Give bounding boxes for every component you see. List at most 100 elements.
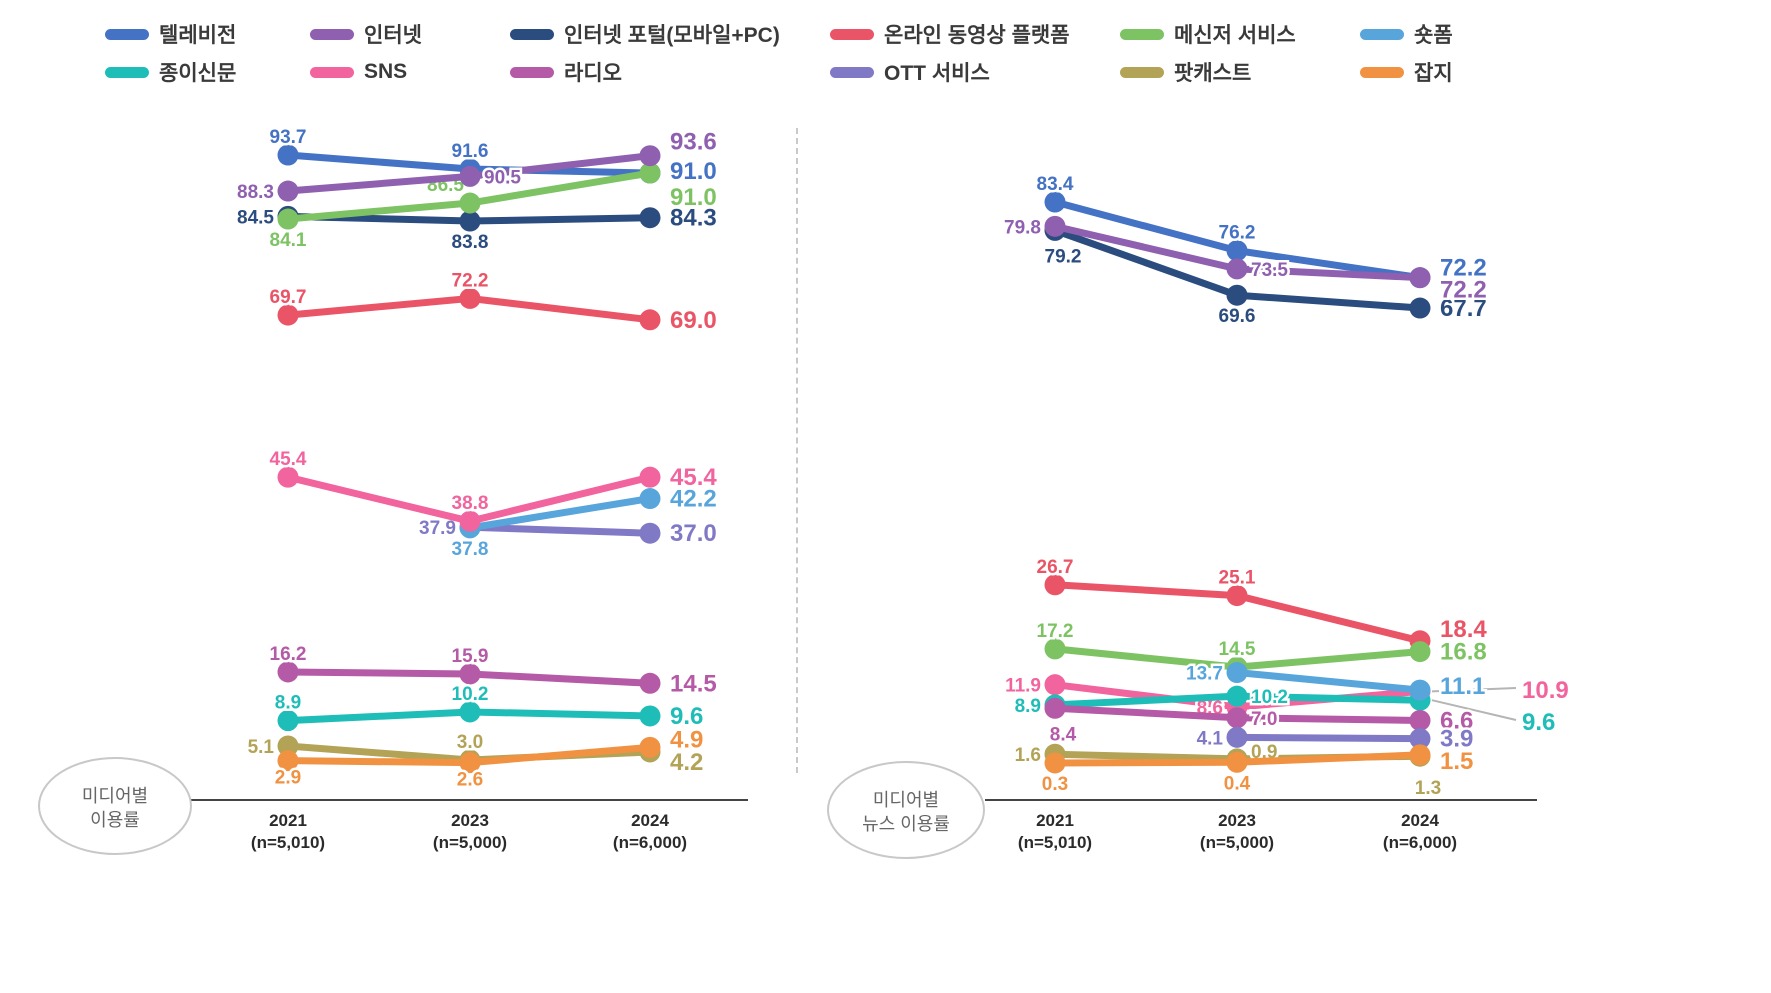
series-value-label: 1.3	[1415, 778, 1441, 799]
series-point	[639, 466, 661, 488]
series-value-label: 72.2	[1440, 277, 1487, 304]
legend-item-0: 텔레비전	[105, 20, 236, 48]
series-point	[277, 466, 299, 488]
series-point	[1226, 707, 1248, 729]
series-point	[277, 735, 299, 757]
series-value-label: 4.2	[670, 749, 703, 776]
legend-swatch	[830, 28, 874, 40]
series-point	[459, 701, 481, 723]
series-value-label: 8.9	[1015, 696, 1041, 717]
series-point	[459, 663, 481, 685]
series-value-label: 4.9	[670, 726, 703, 753]
chart-title-line: 미디어별	[82, 786, 148, 806]
series-value-label: 88.3	[237, 182, 274, 203]
series-point	[1226, 726, 1248, 748]
legend-label: 잡지	[1414, 62, 1453, 85]
legend-label: 온라인 동영상 플랫폼	[884, 24, 1070, 47]
legend-swatch	[1360, 28, 1404, 40]
legend-label: 숏폼	[1414, 24, 1453, 47]
series-value-label: 93.7	[270, 127, 307, 148]
series-value-label: 11.9	[1005, 676, 1041, 697]
legend-swatch	[510, 28, 554, 40]
series-value-label: 7.0	[1251, 709, 1277, 730]
chart-title-line: 뉴스 이용률	[862, 814, 950, 834]
series-value-label: 83.4	[1037, 174, 1074, 195]
series-value-label: 69.7	[270, 287, 307, 308]
series-value-label: 2.9	[275, 768, 301, 789]
legend-swatch	[105, 28, 149, 40]
series-point	[277, 144, 299, 166]
series-value-label: 1.5	[1440, 748, 1473, 775]
series-point	[1044, 697, 1066, 719]
series-value-label: 42.2	[670, 486, 717, 513]
series-point	[1044, 215, 1066, 237]
series-line	[466, 523, 654, 537]
legend-item-1: 인터넷	[310, 20, 422, 48]
legend-swatch	[310, 28, 354, 40]
series-point	[639, 488, 661, 510]
series-point	[459, 192, 481, 214]
series-value-label: 10.9	[1522, 677, 1569, 704]
series-value-label: 45.4	[270, 449, 307, 470]
legend-swatch	[830, 66, 874, 78]
chart-title-bubble	[827, 761, 985, 859]
series-line	[466, 495, 654, 532]
series-point	[277, 180, 299, 202]
legend-label: 라디오	[564, 62, 622, 85]
series-point	[1226, 751, 1248, 773]
chart-title-bubble	[38, 757, 192, 855]
series-point	[1409, 297, 1431, 319]
series-value-label: 2.6	[457, 770, 483, 791]
series-value-label: 3.0	[457, 732, 483, 753]
series-value-label: 18.4	[1440, 616, 1487, 643]
legend-item-7: SNS	[310, 58, 407, 86]
legend-item-8: 라디오	[510, 58, 622, 86]
x-tick-year: 2024	[631, 811, 669, 830]
series-value-label: 0.3	[1042, 774, 1068, 795]
x-tick-sample-size: (n=5,000)	[433, 833, 507, 852]
series-value-label: 10.2	[452, 684, 489, 705]
series-point	[1409, 641, 1431, 663]
series-value-label: 3.9	[1440, 726, 1473, 753]
series-point	[639, 309, 661, 331]
x-tick-sample-size: (n=6,000)	[1383, 833, 1457, 852]
series-value-label: 15.9	[452, 646, 489, 667]
series-point	[277, 208, 299, 230]
series-value-label: 37.9	[419, 518, 456, 539]
series-point	[639, 207, 661, 229]
series-value-label: 93.6	[670, 129, 717, 156]
series-value-label: 5.1	[248, 737, 275, 758]
series-point	[1409, 709, 1431, 731]
x-tick-sample-size: (n=5,010)	[251, 833, 325, 852]
series-value-label: 8.4	[1050, 724, 1077, 745]
series-line	[1233, 669, 1424, 694]
x-tick-year: 2023	[1218, 811, 1256, 830]
series-value-label: 79.8	[1004, 217, 1041, 238]
legend-item-10: 팟캐스트	[1120, 58, 1251, 86]
legend-label: OTT 서비스	[884, 62, 990, 85]
legend-item-11: 잡지	[1360, 58, 1453, 86]
legend-swatch	[1120, 28, 1164, 40]
legend-swatch	[105, 66, 149, 78]
chart-title-line: 이용률	[90, 810, 140, 830]
series-point	[277, 750, 299, 772]
series-value-label: 90.5	[484, 167, 521, 188]
series-value-label: 84.3	[670, 205, 717, 232]
legend-label: 인터넷 포털(모바일+PC)	[564, 24, 780, 47]
legend-item-3: 온라인 동영상 플랫폼	[830, 20, 1070, 48]
series-value-label: 69.0	[670, 307, 717, 334]
legend-label: 텔레비전	[159, 24, 237, 47]
series-value-label: 72.2	[1440, 255, 1487, 282]
series-value-label: 17.2	[1037, 621, 1074, 642]
series-value-label: 37.8	[452, 539, 489, 560]
series-value-label: 4.1	[1197, 728, 1224, 749]
series-value-label: 69.6	[1219, 306, 1256, 327]
series-point	[1044, 674, 1066, 696]
series-value-label: 91.6	[452, 141, 489, 162]
label-leader-line	[1431, 687, 1517, 693]
series-point	[639, 145, 661, 167]
x-tick-year: 2021	[1036, 811, 1074, 830]
series-point	[1409, 679, 1431, 701]
series-value-label: 11.1	[1440, 673, 1485, 700]
